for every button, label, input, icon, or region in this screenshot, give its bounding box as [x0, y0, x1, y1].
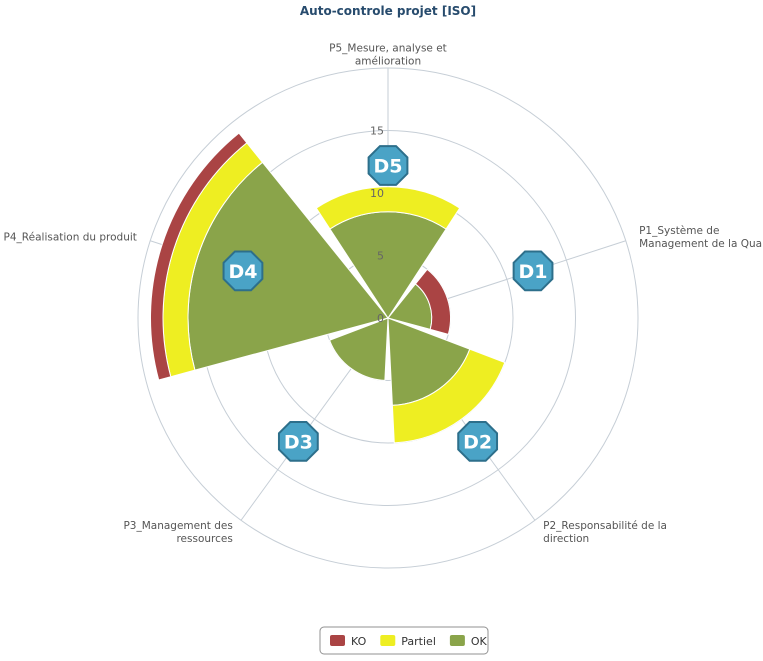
legend-label-partiel[interactable]: Partiel: [401, 635, 436, 648]
badge-d4: [222, 250, 264, 292]
badge-label-d4: D4: [228, 261, 257, 283]
bar-ko-4[interactable]: [150, 132, 248, 381]
radial-axis: 0 5 10 15: [370, 125, 384, 326]
radial-tick-label: 15: [370, 125, 384, 138]
badge-d1: [512, 250, 554, 292]
polar-bars: [150, 132, 506, 444]
bar-ok-3[interactable]: [328, 317, 389, 381]
badge-label-d2: D2: [463, 431, 492, 453]
badge-label-d5: D5: [374, 156, 403, 178]
bar-partiel-2[interactable]: [391, 348, 506, 444]
legend: KO Partiel OK: [319, 626, 489, 655]
badge-d5: [367, 145, 409, 186]
legend-label-ok[interactable]: OK: [471, 635, 488, 648]
radial-tick-label: 5: [377, 250, 384, 263]
chart-title: Auto-controle projet [ISO]: [300, 4, 476, 18]
badge-label-d1: D1: [519, 261, 548, 283]
category-label-2: P2_Responsabilité de la direction: [543, 520, 667, 545]
bar-ko-1[interactable]: [414, 268, 451, 335]
category-label-5: P5_Mesure, analyse et amélioration: [329, 43, 447, 68]
legend-swatch-partiel[interactable]: [380, 635, 396, 646]
badge-d3: [277, 420, 319, 462]
badge-d2: [457, 420, 499, 462]
radial-tick-label: 10: [370, 187, 384, 200]
annotation-badges: D1 D2 D3 D4 D5: [222, 145, 554, 462]
bar-partiel-5[interactable]: [315, 186, 461, 230]
badge-label-d3: D3: [284, 431, 313, 453]
legend-swatch-ok[interactable]: [449, 635, 465, 646]
legend-box: [319, 626, 489, 655]
category-label-4: P4_Réalisation du produit: [4, 231, 137, 243]
radial-tick-label: 0: [377, 312, 384, 325]
legend-swatch-ko[interactable]: [330, 635, 345, 646]
legend-label-ko[interactable]: KO: [351, 635, 367, 648]
category-label-3: P3_Management des ressources: [123, 520, 232, 545]
